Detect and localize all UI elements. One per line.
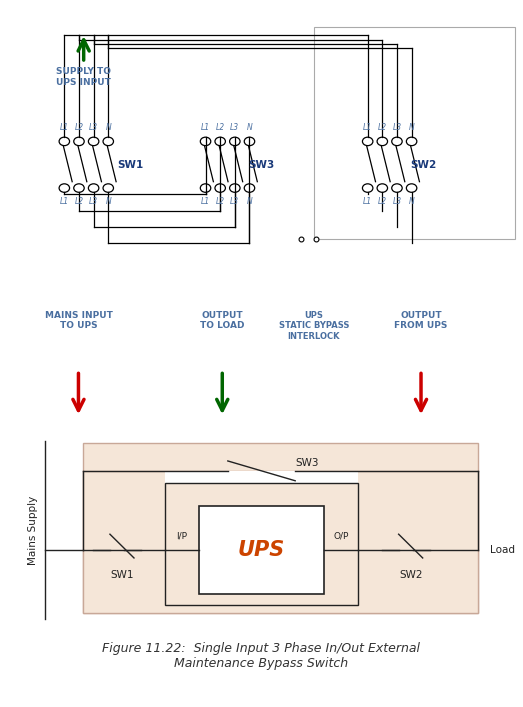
- Bar: [165, 483, 358, 605]
- Text: L2: L2: [74, 123, 84, 132]
- Text: L1: L1: [60, 123, 69, 132]
- Bar: [84, 471, 478, 614]
- Bar: [84, 443, 478, 614]
- Text: L3: L3: [392, 197, 402, 206]
- Text: L2: L2: [74, 197, 84, 206]
- Text: L3: L3: [230, 123, 240, 132]
- Text: L3: L3: [89, 123, 98, 132]
- Text: N: N: [247, 197, 252, 206]
- Text: L1: L1: [201, 197, 210, 206]
- Text: L2: L2: [215, 197, 225, 206]
- Text: UPS
STATIC BYPASS
INTERLOCK: UPS STATIC BYPASS INTERLOCK: [279, 311, 349, 341]
- Text: N: N: [106, 197, 111, 206]
- Text: UPS: UPS: [238, 540, 285, 560]
- Text: N: N: [106, 123, 111, 132]
- Text: OUTPUT
FROM UPS: OUTPUT FROM UPS: [394, 311, 448, 330]
- Text: SW1: SW1: [118, 160, 144, 170]
- Text: MAINS INPUT
TO UPS: MAINS INPUT TO UPS: [44, 311, 112, 330]
- Text: L1: L1: [60, 197, 69, 206]
- Text: L2: L2: [215, 123, 225, 132]
- Text: N: N: [409, 123, 414, 132]
- Text: N: N: [409, 197, 414, 206]
- Text: L1: L1: [201, 123, 210, 132]
- Text: O/P: O/P: [333, 531, 348, 540]
- Text: Load: Load: [490, 545, 515, 555]
- Text: N: N: [247, 123, 252, 132]
- Text: SUPPLY TO
UPS INPUT: SUPPLY TO UPS INPUT: [56, 67, 111, 86]
- Text: L3: L3: [392, 123, 402, 132]
- Text: L2: L2: [378, 197, 387, 206]
- Text: L3: L3: [230, 197, 240, 206]
- Text: L2: L2: [378, 123, 387, 132]
- Text: Figure 11.22:  Single Input 3 Phase In/Out External
Maintenance Bypass Switch: Figure 11.22: Single Input 3 Phase In/Ou…: [103, 643, 420, 670]
- Text: SW2: SW2: [411, 160, 437, 170]
- Text: SW1: SW1: [110, 570, 134, 580]
- Text: L3: L3: [89, 197, 98, 206]
- Text: OUTPUT
TO LOAD: OUTPUT TO LOAD: [200, 311, 245, 330]
- Text: SW3: SW3: [248, 160, 275, 170]
- Text: L1: L1: [363, 123, 372, 132]
- Text: L1: L1: [363, 197, 372, 206]
- Text: Mains Supply: Mains Supply: [28, 496, 38, 565]
- Bar: [199, 506, 324, 594]
- Text: SW3: SW3: [295, 458, 319, 468]
- Text: SW2: SW2: [399, 570, 423, 580]
- Text: I/P: I/P: [177, 531, 188, 540]
- Bar: [165, 471, 358, 542]
